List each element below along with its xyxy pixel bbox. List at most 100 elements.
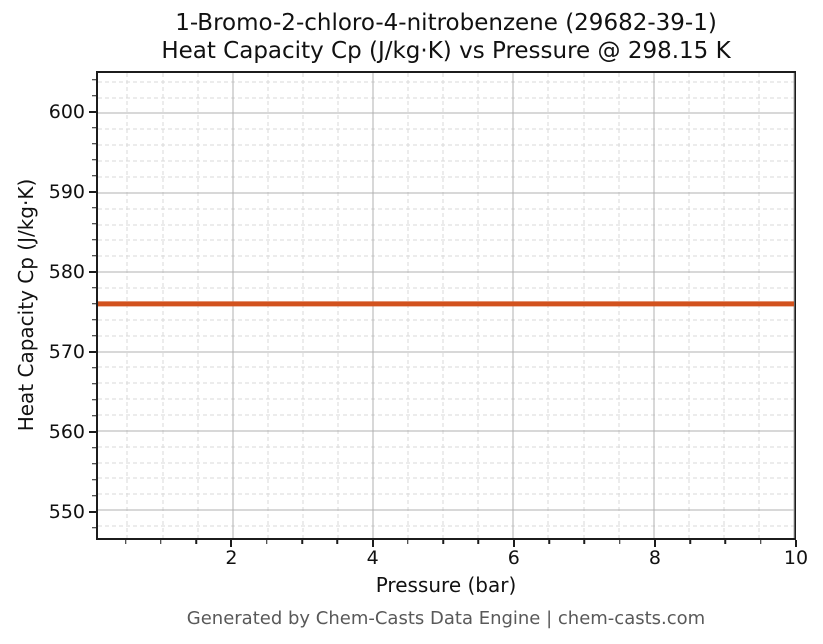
y-tick-label: 550 [48, 500, 85, 523]
x-minor-tick [124, 540, 127, 544]
y-minor-tick [92, 367, 96, 369]
y-major-tick [89, 270, 96, 273]
y-minor-gridline [98, 414, 794, 416]
y-minor-gridline [98, 287, 794, 289]
y-minor-tick [92, 303, 96, 305]
y-minor-tick [92, 95, 96, 97]
y-minor-tick [92, 207, 96, 209]
x-minor-tick [301, 540, 303, 544]
x-minor-tick [266, 540, 268, 544]
y-axis-label: Heat Capacity Cp (J/kg·K) [14, 178, 38, 432]
x-axis-label: Pressure (bar) [375, 573, 517, 597]
y-minor-tick [92, 319, 96, 321]
y-major-gridline [98, 509, 794, 511]
y-minor-tick [92, 127, 96, 129]
y-minor-tick [92, 383, 96, 385]
y-minor-gridline [98, 144, 794, 146]
x-tick-label: 2 [225, 547, 238, 569]
x-minor-tick [548, 540, 550, 544]
chart-title: 1-Bromo-2-chloro-4-nitrobenzene (29682-3… [96, 9, 796, 65]
x-major-tick [512, 540, 515, 547]
x-minor-tick [477, 540, 480, 544]
y-minor-gridline [98, 224, 794, 226]
y-minor-gridline [98, 255, 794, 257]
y-major-tick [89, 350, 96, 353]
y-minor-gridline [98, 335, 794, 337]
y-major-gridline [98, 271, 794, 273]
y-minor-gridline [98, 382, 794, 384]
y-major-gridline [98, 430, 794, 432]
y-major-gridline [98, 192, 794, 194]
y-minor-tick [92, 527, 96, 529]
y-minor-tick [92, 239, 96, 241]
y-minor-tick [92, 463, 96, 465]
y-minor-tick [92, 495, 96, 497]
y-major-tick [89, 510, 96, 513]
y-tick-label: 560 [48, 420, 85, 443]
y-minor-gridline [98, 398, 794, 400]
x-minor-tick [195, 540, 197, 544]
y-minor-gridline [98, 493, 794, 495]
series-svg [98, 73, 794, 538]
x-major-tick [653, 540, 656, 547]
x-tick-labels: 2 4 6 8 10 [96, 546, 808, 572]
y-minor-gridline [98, 525, 794, 527]
chart-title-line2: Heat Capacity Cp (J/kg·K) vs Pressure @ … [161, 38, 731, 64]
y-major-tick [89, 190, 96, 193]
y-minor-gridline [98, 319, 794, 321]
y-minor-gridline [98, 160, 794, 162]
x-minor-tick [689, 540, 691, 544]
x-minor-tick [618, 540, 621, 544]
x-minor-tick [407, 540, 409, 544]
x-minor-tick [583, 540, 586, 544]
y-minor-tick [92, 159, 96, 161]
y-minor-gridline [98, 239, 794, 241]
x-minor-tick [724, 540, 727, 544]
y-minor-tick [92, 287, 96, 289]
y-minor-tick [92, 175, 96, 177]
y-minor-gridline [98, 128, 794, 130]
y-minor-gridline [98, 366, 794, 368]
y-minor-tick [92, 335, 96, 337]
y-major-gridline [98, 112, 794, 114]
y-minor-tick [92, 143, 96, 145]
x-major-gridline [793, 73, 795, 538]
y-tick-label: 570 [48, 340, 85, 363]
y-major-gridline [98, 351, 794, 353]
y-axis-ticks [87, 71, 96, 540]
y-minor-gridline [98, 208, 794, 210]
y-minor-gridline [98, 462, 794, 464]
y-tick-label: 600 [48, 100, 85, 123]
y-minor-tick [92, 479, 96, 481]
attribution-footer: Generated by Chem-Casts Data Engine | ch… [186, 608, 706, 629]
x-minor-tick [336, 540, 339, 544]
y-minor-tick [92, 79, 96, 81]
y-minor-tick [92, 255, 96, 257]
x-major-tick [795, 540, 797, 547]
x-tick-label: 8 [648, 547, 661, 569]
y-tick-label: 590 [48, 180, 85, 203]
y-minor-gridline [98, 176, 794, 178]
x-major-tick [371, 540, 374, 547]
chart-title-line1: 1-Bromo-2-chloro-4-nitrobenzene (29682-3… [175, 10, 717, 36]
y-major-tick [89, 430, 96, 433]
y-tick-label: 580 [48, 260, 85, 283]
y-minor-tick [92, 223, 96, 225]
y-minor-tick [92, 447, 96, 449]
y-tick-labels: 550 560 570 580 590 600 [0, 71, 85, 540]
series-layer [98, 73, 794, 538]
y-minor-gridline [98, 446, 794, 448]
y-major-tick [89, 110, 96, 113]
x-minor-tick [759, 540, 762, 544]
plot-area [96, 71, 796, 540]
x-tick-label: 10 [783, 547, 809, 569]
y-minor-gridline [98, 81, 794, 83]
x-tick-label: 4 [366, 547, 379, 569]
y-minor-tick [92, 415, 96, 417]
x-axis-ticks [96, 540, 797, 549]
x-tick-label: 6 [507, 547, 520, 569]
y-minor-gridline [98, 97, 794, 99]
y-minor-gridline [98, 477, 794, 479]
y-minor-tick [92, 399, 96, 401]
